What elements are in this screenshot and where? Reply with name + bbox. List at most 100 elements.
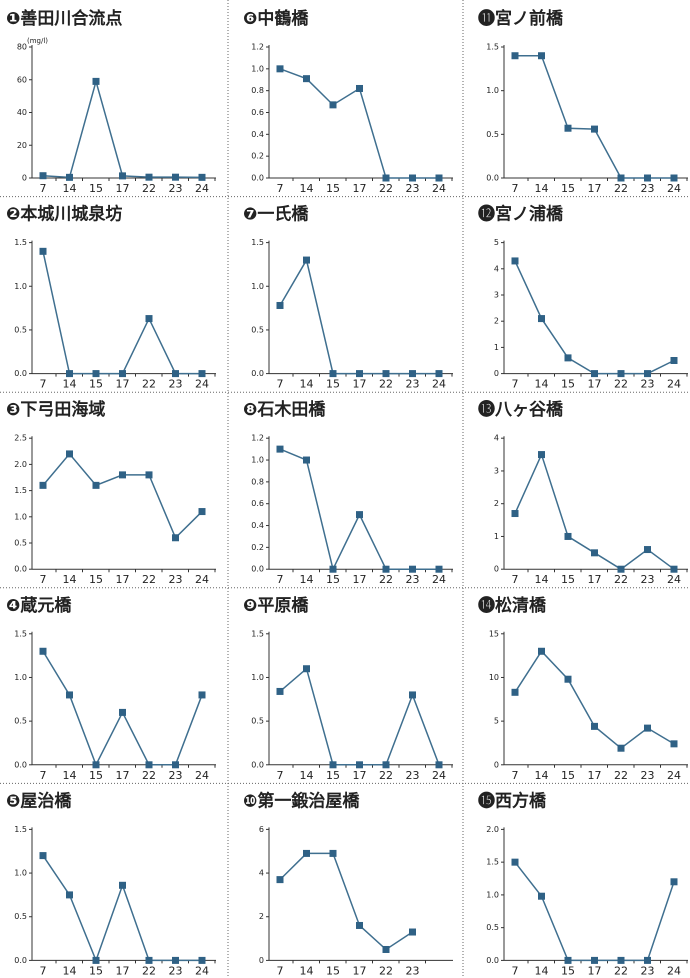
chart-title: ⓭八ヶ谷橋 (478, 399, 564, 420)
y-tick-label: 0.5 (251, 325, 264, 334)
x-tick-label: 7 (40, 182, 47, 195)
data-point (591, 549, 598, 557)
x-tick-label: 15 (561, 769, 575, 782)
x-tick-label: 17 (353, 964, 367, 977)
y-tick-label: 60 (17, 75, 27, 84)
data-point (356, 84, 363, 92)
y-tick-label: 1 (494, 532, 499, 541)
data-point (591, 370, 598, 378)
x-tick-label: 17 (588, 964, 602, 977)
y-tick-label: 5 (494, 238, 499, 247)
y-tick-label: 20 (17, 141, 27, 150)
y-tick-label: 0.5 (14, 539, 27, 548)
data-point (92, 956, 100, 964)
y-tick-label: 4 (494, 264, 499, 273)
y-tick-label: 0.0 (251, 174, 264, 183)
x-tick-label: 24 (195, 964, 209, 977)
y-tick-label: 0 (494, 565, 499, 574)
x-tick-label: 24 (667, 964, 681, 977)
data-point (329, 101, 337, 109)
y-tick-label: 1.5 (251, 238, 264, 247)
x-tick-label: 17 (116, 378, 130, 391)
y-tick-label: 0.0 (14, 369, 27, 378)
y-tick-label: 0.5 (486, 923, 499, 932)
x-tick-label: 15 (561, 182, 575, 195)
x-tick-label: 24 (667, 182, 681, 195)
data-line (279, 852, 413, 951)
y-tick-label: 1.5 (486, 43, 499, 52)
y-tick-label: 0.6 (251, 108, 264, 117)
x-tick-label: 7 (277, 769, 284, 782)
data-point (644, 174, 651, 182)
x-tick-label: 22 (142, 378, 156, 391)
x-tick-label: 23 (641, 182, 655, 195)
x-tick-label: 17 (353, 769, 367, 782)
data-point (303, 75, 310, 83)
y-tick-label: 0.5 (251, 717, 264, 726)
y-tick-label: 4 (494, 434, 499, 443)
data-point (172, 956, 179, 964)
chart-title: ❹蔵元橋 (6, 595, 72, 616)
data-point (382, 945, 390, 953)
x-tick-label: 22 (614, 964, 628, 977)
data-point (66, 891, 73, 899)
x-tick-label: 23 (169, 573, 183, 586)
x-tick-label: 22 (614, 378, 628, 391)
x-tick-label: 17 (116, 573, 130, 586)
x-tick-label: 22 (379, 769, 393, 782)
y-tick-label: 80 (17, 43, 27, 52)
data-point (382, 370, 390, 378)
x-tick-label: 15 (89, 573, 103, 586)
x-tick-label: 23 (641, 573, 655, 586)
data-point (145, 173, 153, 181)
y-tick-label: 1.0 (251, 282, 264, 291)
x-tick-label: 17 (353, 573, 367, 586)
data-point (119, 471, 126, 479)
data-point (435, 370, 443, 378)
x-tick-label: 7 (512, 769, 519, 782)
x-tick-label: 24 (195, 769, 209, 782)
y-tick-label: 1.5 (486, 858, 499, 867)
x-tick-label: 22 (614, 573, 628, 586)
y-tick-label: 0.0 (251, 369, 264, 378)
data-point (382, 565, 390, 573)
x-tick-label: 15 (326, 378, 340, 391)
x-tick-label: 7 (40, 378, 47, 391)
x-tick-label: 17 (588, 573, 602, 586)
y-tick-label: 3 (494, 291, 499, 300)
data-point (670, 878, 678, 886)
x-tick-label: 23 (406, 378, 420, 391)
data-point (617, 744, 625, 752)
data-point (511, 52, 519, 60)
data-point (198, 956, 206, 964)
y-tick-label: 3 (494, 466, 499, 475)
y-tick-label: 1.0 (14, 282, 27, 291)
data-point (564, 354, 572, 362)
x-tick-label: 7 (512, 964, 519, 977)
y-tick-label: 0.2 (251, 543, 264, 552)
y-tick-label: 0 (494, 369, 499, 378)
x-tick-label: 17 (588, 182, 602, 195)
data-point (66, 450, 73, 458)
x-tick-label: 14 (63, 182, 77, 195)
y-tick-label: 1.0 (486, 86, 499, 95)
data-point (66, 691, 73, 699)
chart-title: ❷本城川城泉坊 (6, 204, 122, 225)
data-point (356, 761, 363, 769)
data-line (42, 452, 203, 540)
y-tick-label: 1.0 (14, 673, 27, 682)
data-point (119, 708, 126, 716)
data-point (670, 740, 678, 748)
data-point (39, 247, 47, 255)
x-tick-label: 17 (588, 769, 602, 782)
y-tick-label: 1.5 (14, 825, 27, 834)
x-tick-label: 14 (300, 182, 314, 195)
data-line (42, 251, 202, 375)
x-tick-label: 22 (614, 182, 628, 195)
y-tick-label: 0.5 (14, 717, 27, 726)
x-tick-label: 15 (326, 769, 340, 782)
y-tick-label: 1.5 (14, 238, 27, 247)
y-tick-label: 2 (494, 317, 499, 326)
